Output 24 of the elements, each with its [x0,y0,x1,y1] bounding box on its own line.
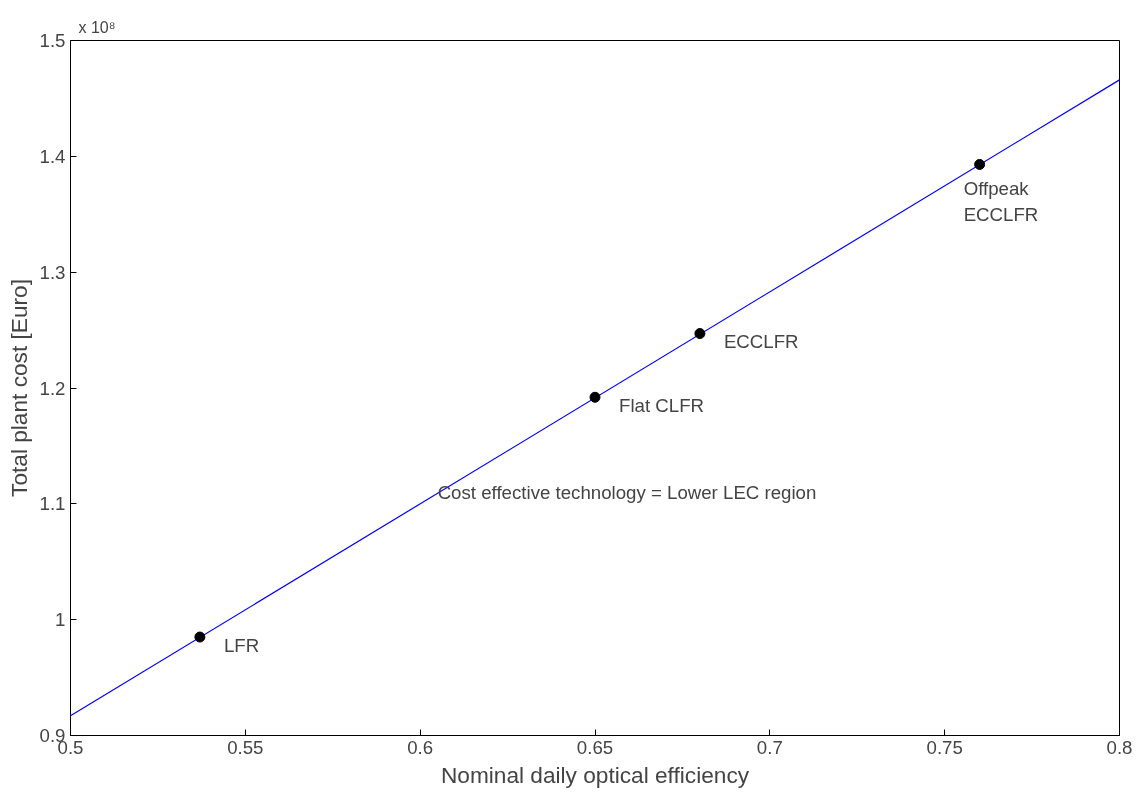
y-tick-label: 1.3 [39,261,66,283]
point [974,158,986,170]
x-tick-label: 0.8 [1106,736,1133,758]
y-tick-label: 1.5 [39,30,66,51]
x-tick-label: 0.55 [227,736,264,758]
x-tick-label: 0.6 [407,736,434,758]
annotation: ECCLFR [723,331,799,353]
point [694,328,706,340]
x-tick-label: 0.7 [756,736,783,758]
x-tick-label: 0.65 [576,736,614,758]
text: x 10⁸ [78,18,116,36]
annotation: LFR [223,634,260,656]
y-tick-label: 1.1 [39,493,66,515]
annotation: Flat CLFR [619,394,705,416]
point [194,631,206,643]
y-tick-label: 1.2 [39,377,66,399]
annotation: Cost effective technology = Lower LEC region [437,481,817,503]
annotation: Offpeak ECCLFR [963,178,1039,225]
x-tick-label: 0.75 [926,736,963,758]
y-tick-label: 1.4 [39,145,66,167]
x-axis-title: Nominal daily optical efficiency [440,761,750,788]
y-tick-label: 1 [55,609,66,631]
y-axis-title: Total plant cost [Euro] [5,279,32,497]
point [589,391,601,403]
